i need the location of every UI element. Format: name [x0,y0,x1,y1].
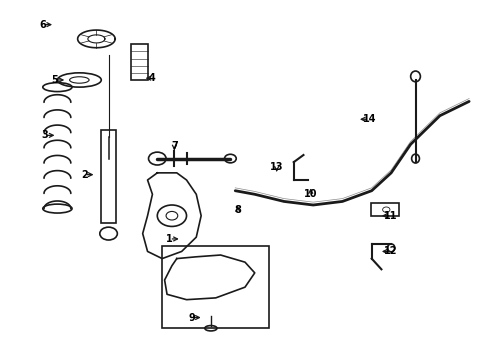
Text: 11: 11 [385,211,398,221]
Text: 6: 6 [39,19,46,30]
Text: 4: 4 [149,73,156,83]
Text: 3: 3 [42,130,49,140]
Text: 1: 1 [166,234,173,244]
Text: 5: 5 [51,75,58,85]
Text: 2: 2 [81,170,88,180]
Text: 14: 14 [363,114,376,124]
Text: 13: 13 [270,162,283,172]
Text: 9: 9 [188,312,195,323]
Text: 12: 12 [385,247,398,256]
Text: 8: 8 [234,205,241,215]
Text: 10: 10 [304,189,318,199]
Text: 7: 7 [171,141,178,151]
